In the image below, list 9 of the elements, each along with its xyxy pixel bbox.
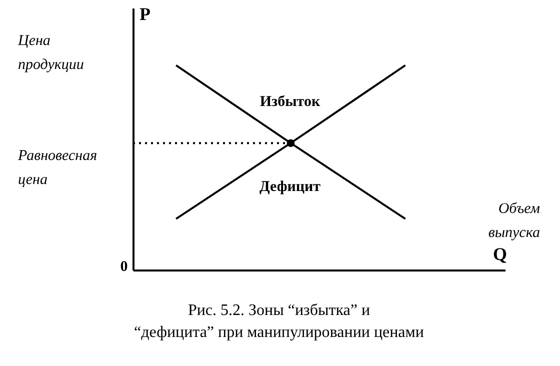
text: Цена продукции: [17, 33, 84, 73]
annotation: Дефицит: [259, 179, 322, 195]
ref-line-label: Равновесная цена: [17, 148, 98, 188]
y-axis-title: P: [140, 4, 150, 24]
x-axis-title: Q: [492, 244, 508, 264]
annotation: Избыток: [260, 94, 320, 110]
annotation: Объем выпуска: [488, 201, 540, 241]
text: 0: [120, 259, 128, 275]
text: Рис. 5.2. Зоны “избытка” и “дефицита” при манипулировании ценами: [134, 302, 424, 341]
